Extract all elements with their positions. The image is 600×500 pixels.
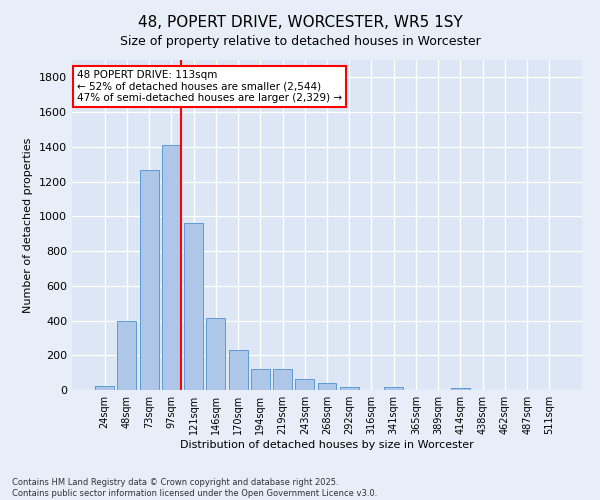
Bar (140, 170, 158, 390)
Bar (340, 388, 359, 390)
Text: 48 POPERT DRIVE: 113sqm
← 52% of detached houses are smaller (2,544)
47% of semi: 48 POPERT DRIVE: 113sqm ← 52% of detache… (77, 70, 342, 103)
Bar (273, 369, 292, 390)
Bar (251, 369, 270, 390)
Bar (229, 350, 248, 390)
Y-axis label: Number of detached properties: Number of detached properties (23, 138, 34, 312)
Bar (384, 387, 403, 390)
Bar (295, 378, 314, 390)
Bar (184, 224, 203, 390)
Text: Contains HM Land Registry data © Crown copyright and database right 2025.
Contai: Contains HM Land Registry data © Crown c… (12, 478, 377, 498)
Bar (206, 318, 225, 390)
Bar (317, 382, 337, 390)
Bar (162, 145, 181, 390)
Text: 48, POPERT DRIVE, WORCESTER, WR5 1SY: 48, POPERT DRIVE, WORCESTER, WR5 1SY (137, 15, 463, 30)
X-axis label: Distribution of detached houses by size in Worcester: Distribution of detached houses by size … (180, 440, 474, 450)
Bar (95, 386, 114, 390)
Text: Size of property relative to detached houses in Worcester: Size of property relative to detached ho… (119, 35, 481, 48)
Bar (451, 388, 470, 390)
Bar (118, 320, 136, 390)
